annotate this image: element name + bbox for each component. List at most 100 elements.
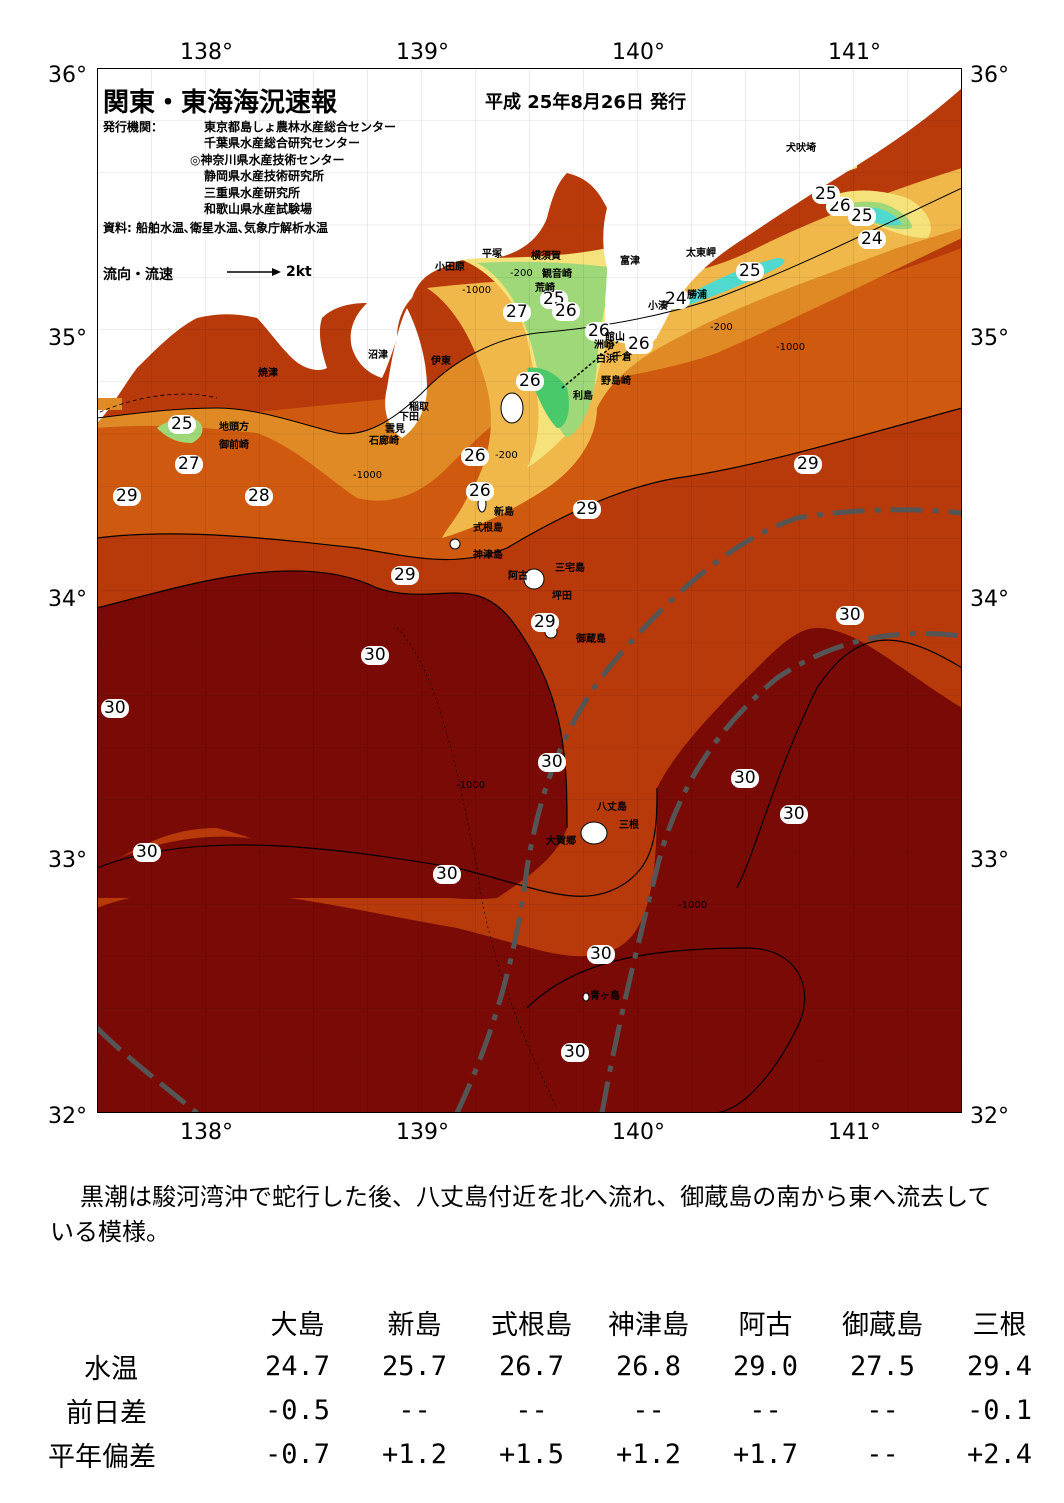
place-label: 野島崎 [601,376,631,387]
isotherm-label: 24 [858,230,886,249]
table-header-row: 大島 新島 式根島 神津島 阿古 御蔵島 三根 [48,1300,1058,1344]
column-header: 御蔵島 [842,1309,923,1341]
depth-label: -1000 [456,780,486,791]
place-label: 千倉 [612,352,632,363]
depth-contour [97,393,218,414]
column-header: 阿古 [738,1309,793,1341]
place-label: 横須賀 [531,251,561,262]
data-source: 資料: 船舶水温､衛星水温､気象庁解析水温 [103,221,328,235]
lon-label-140-bottom: 140° [612,1120,665,1145]
current-arrows [561,337,623,389]
lat-label-33-right: 33° [970,848,1009,873]
issue-date: 平成 25年8月26日 発行 [485,92,687,113]
column-header: 三根 [972,1309,1027,1341]
isotherm-label: 29 [573,500,601,519]
isotherm-29 [97,407,962,561]
publisher-1: 千葉県水産総合研究センター [204,136,361,150]
lat-label-35-left: 35° [48,326,87,351]
place-label: 犬吠埼 [786,143,816,154]
kuroshio-path-north [454,507,962,1113]
place-label: 八丈島 [597,802,627,813]
place-label: 式根島 [473,523,503,534]
table-cell: -0.1 [966,1394,1033,1426]
depth-label: -200 [495,450,518,461]
legend-scale: 2kt [286,264,312,280]
isotherm-label: 26 [461,447,489,466]
lon-label-141-bottom: 141° [828,1120,881,1145]
place-label: 地頭方 [219,422,249,433]
place-label: 沼津 [368,350,388,361]
table-cell: -- [398,1394,431,1426]
publisher-3: 静岡県水産技術研究所 [204,169,325,183]
place-label: 小田原 [435,262,465,273]
place-label: 三宅島 [555,563,585,574]
place-label: 平塚 [482,249,502,260]
row-label: 水温 [84,1353,138,1385]
table-cell: 25.7 [381,1350,448,1382]
isotherm-label: 30 [433,865,461,884]
place-label: 三根 [619,820,639,831]
lon-label-138-top: 138° [180,40,233,65]
place-label: 洲崎 [594,340,614,351]
place-label: 太東岬 [686,248,716,259]
isotherm-label: 26 [625,335,653,354]
table-cell: 29.0 [732,1350,799,1382]
isotherm-label: 29 [113,487,141,506]
lat-label-34-right: 34° [970,587,1009,612]
table-row: 前日差 -0.5 -- -- -- -- -- -0.1 [48,1388,1058,1432]
table-cell: +1.2 [615,1438,682,1470]
place-label: 雲見 [385,424,405,435]
isotherm-label: 26 [466,482,494,501]
table-cell: +1.5 [498,1438,565,1470]
table-cell: -- [749,1394,782,1426]
place-label: 神津島 [473,550,503,561]
isotherm-label: 30 [561,1043,589,1062]
depth-label: -1000 [678,900,708,911]
kuroshio-path-south [599,630,962,1113]
isotherm-label: 30 [538,753,566,772]
lon-label-138-bottom: 138° [180,1120,233,1145]
isotherm-label: 26 [585,322,613,341]
depth-label: -1000 [462,285,492,296]
table-row: 水温 24.7 25.7 26.7 26.8 29.0 27.5 29.4 [48,1344,1058,1388]
table-cell: -- [515,1394,548,1426]
depth-label: -200 [710,322,733,333]
column-header: 式根島 [491,1309,572,1341]
isotherm-label: 30 [836,606,864,625]
lon-label-139-bottom: 139° [396,1120,449,1145]
place-label: 阿古 [508,571,528,582]
place-label: 石廊崎 [369,436,399,447]
table-row: 平年偏差 -0.7 +1.2 +1.5 +1.2 +1.7 -- +2.4 [48,1432,1058,1476]
isotherm-label: 29 [531,613,559,632]
row-label: 前日差 [66,1397,147,1429]
place-label: 坪田 [552,591,572,602]
column-header: 神津島 [608,1309,689,1341]
table-cell: 24.7 [264,1350,331,1382]
table-cell: -0.7 [264,1438,331,1470]
lat-label-32-left: 32° [48,1104,87,1129]
place-label: 下田 [399,412,419,423]
place-label: 新島 [494,507,514,518]
isotherm-label: 24 [662,290,690,309]
place-label: 白浜 [596,354,616,365]
station-temperature-table: 大島 新島 式根島 神津島 阿古 御蔵島 三根 水温 24.7 25.7 26.… [48,1300,1058,1476]
place-label: 荒崎 [535,283,555,294]
publisher-2: ◎神奈川県水産技術センター [190,153,345,167]
place-label: 観音崎 [542,269,572,280]
lat-label-36-left: 36° [48,63,87,88]
table-cell: -- [632,1394,665,1426]
table-cell: 26.7 [498,1350,565,1382]
place-label: 伊東 [431,356,451,367]
table-cell: 26.8 [615,1350,682,1382]
isotherm-label: 29 [391,566,419,585]
isotherm-label: 25 [736,262,764,281]
publisher-label: 発行機関： [103,120,164,134]
isotherm-label: 30 [133,843,161,862]
depth-label: -1000 [353,470,383,481]
isotherm-label: 29 [794,455,822,474]
place-label: 御蔵島 [576,634,606,645]
place-label: 青ヶ島 [590,991,620,1002]
depth-label: -1000 [776,342,806,353]
table-cell: +1.7 [732,1438,799,1470]
place-label: 大賀郷 [546,836,576,847]
